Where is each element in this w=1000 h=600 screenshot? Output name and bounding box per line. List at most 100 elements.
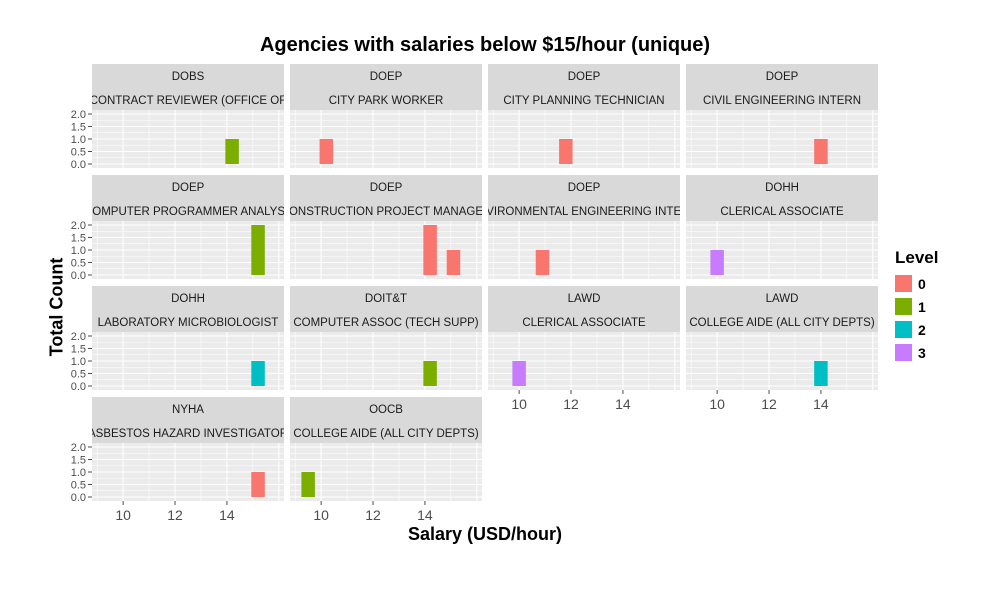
facet-title-label: COMPUTER PROGRAMMER ANALYST: [84, 206, 292, 218]
facet-agency-label: DOEP: [766, 71, 799, 83]
facet-title-label: COLLEGE AIDE (ALL CITY DEPTS): [293, 428, 479, 440]
legend-label-1: 1: [918, 298, 926, 315]
facet-strip: [488, 175, 680, 221]
facet-agency-label: DOBS: [172, 71, 205, 83]
y-tick-label: 2.0: [71, 331, 86, 343]
facet-strip: [92, 175, 284, 221]
x-tick-label: 14: [417, 507, 433, 523]
y-tick-label: 0.5: [71, 480, 86, 492]
facet-strip: [488, 286, 680, 332]
y-axis-title: Total Count: [46, 257, 67, 357]
facet-title-label: CIVIL ENGINEERING INTERN: [703, 95, 861, 107]
legend-item-0: 0: [895, 272, 938, 295]
legend-label-2: 2: [918, 321, 926, 338]
x-tick-label: 14: [615, 396, 631, 412]
bar-level-0: [319, 139, 334, 164]
facet-agency-label: DOEP: [568, 71, 601, 83]
bar-level-1: [251, 225, 265, 275]
facet-title-label: CITY PARK WORKER: [329, 95, 444, 107]
y-tick-label: 0.0: [71, 159, 86, 171]
chart-title: Agencies with salaries below $15/hour (u…: [259, 34, 711, 56]
facet-strip: [290, 286, 482, 332]
facet-title-label: COLLEGE AIDE (ALL CITY DEPTS): [689, 317, 875, 329]
facet-agency-label: DOEP: [172, 182, 205, 194]
legend-item-2: 2: [895, 318, 938, 341]
facet-agency-label: LAWD: [568, 293, 601, 305]
facet-agency-label: NYHA: [172, 404, 204, 416]
legend-key-0: [895, 275, 912, 292]
y-tick-label: 0.5: [71, 369, 86, 381]
legend-title: Level: [895, 248, 939, 267]
facet-agency-label: DOEP: [370, 71, 403, 83]
legend: Level 0 1 2 3: [895, 248, 938, 364]
bar-level-1: [225, 139, 239, 164]
bar-level-0: [814, 139, 828, 164]
x-axis-title: Salary (USD/hour): [407, 524, 563, 544]
x-tick-label: 12: [167, 507, 183, 523]
x-tick-label: 12: [563, 396, 579, 412]
bar-level-0: [559, 139, 573, 164]
facet-title-label: COMPUTER ASSOC (TECH SUPP): [293, 317, 478, 329]
y-tick-label: 0.5: [71, 147, 86, 159]
facet-strip: [92, 397, 284, 443]
x-tick-label: 12: [365, 507, 381, 523]
facet-strip: [290, 397, 482, 443]
bar-level-0: [535, 250, 550, 275]
x-tick-label: 10: [313, 507, 329, 523]
x-tick-label: 10: [115, 507, 131, 523]
x-tick-label: 10: [709, 396, 725, 412]
y-tick-label: 1.0: [71, 467, 86, 479]
bar-level-0: [423, 225, 437, 275]
facet-title-label: CLERICAL ASSOCIATE: [720, 206, 844, 218]
x-tick-label: 14: [813, 396, 829, 412]
facet-strip: [92, 64, 284, 110]
facet-title-label: CITY PLANNING TECHNICIAN: [503, 95, 664, 107]
facet-title-label: ENVIRONMENTAL ENGINEERING INTERN: [470, 206, 697, 218]
facet-title-label: CLERICAL ASSOCIATE: [522, 317, 646, 329]
bar-level-0: [446, 250, 461, 275]
facet-strip: [686, 175, 878, 221]
facet-title-label: ASBESTOS HAZARD INVESTIGATOR: [88, 428, 288, 440]
y-tick-label: 1.0: [71, 356, 86, 368]
y-tick-label: 0.0: [71, 492, 86, 504]
bar-level-1: [423, 361, 437, 386]
facet-strip: [686, 64, 878, 110]
y-tick-label: 2.0: [71, 109, 86, 121]
bar-level-1: [301, 472, 315, 497]
facet-strip: [686, 286, 878, 332]
facet-title-label: CONTRACT REVIEWER (OFFICE OF: [90, 95, 287, 107]
y-tick-label: 1.5: [71, 455, 86, 467]
legend-key-2: [895, 321, 912, 338]
facet-title-label: LABORATORY MICROBIOLOGIST: [98, 317, 279, 329]
x-tick-label: 14: [219, 507, 235, 523]
facet-agency-label: DOIT&T: [365, 293, 407, 305]
facet-agency-label: OOCB: [369, 404, 403, 416]
y-tick-label: 1.5: [71, 344, 86, 356]
y-tick-label: 2.0: [71, 442, 86, 454]
facet-agency-label: DOEP: [370, 182, 403, 194]
y-tick-label: 0.0: [71, 270, 86, 282]
facet-agency-label: DOHH: [765, 182, 799, 194]
legend-key-3: [895, 344, 912, 361]
y-tick-label: 1.5: [71, 122, 86, 134]
x-tick-label: 10: [511, 396, 527, 412]
legend-key-1: [895, 298, 912, 315]
legend-label-3: 3: [918, 344, 926, 361]
facet-strip: [290, 175, 482, 221]
y-tick-label: 1.5: [71, 233, 86, 245]
legend-item-3: 3: [895, 341, 938, 364]
facet-strip: [290, 64, 482, 110]
x-tick-label: 12: [761, 396, 777, 412]
bar-level-2: [251, 361, 265, 386]
facet-agency-label: DOEP: [568, 182, 601, 194]
legend-label-0: 0: [918, 275, 926, 292]
bar-level-3: [710, 250, 724, 275]
facet-agency-label: DOHH: [171, 293, 205, 305]
bar-level-3: [512, 361, 526, 386]
facet-strip: [488, 64, 680, 110]
facet-strip: [92, 286, 284, 332]
bar-level-0: [251, 472, 265, 497]
y-tick-label: 2.0: [71, 220, 86, 232]
y-tick-label: 0.0: [71, 381, 86, 393]
